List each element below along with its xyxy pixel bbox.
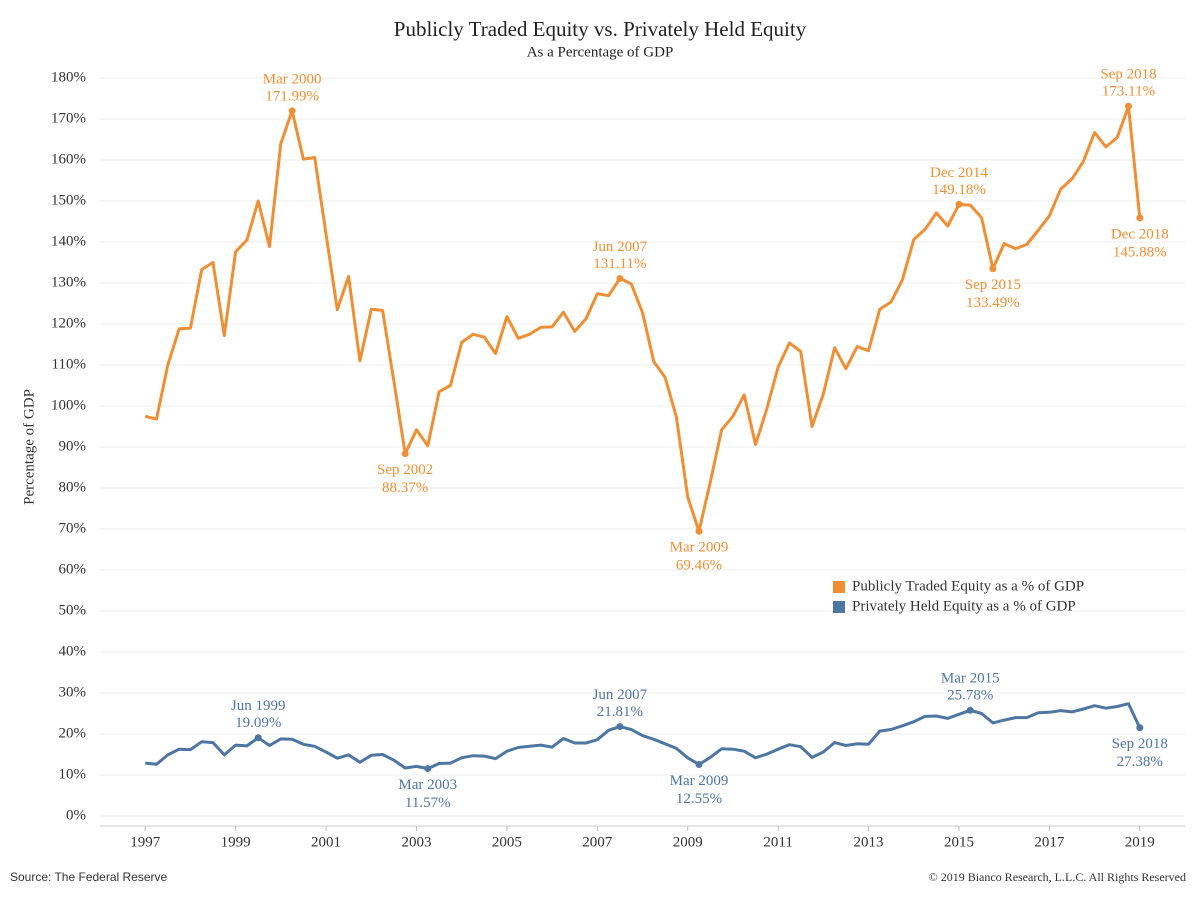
point-date-label: Mar 2000	[263, 71, 322, 87]
point-date-label: Mar 2009	[670, 540, 729, 556]
legend-swatch	[833, 601, 845, 613]
y-tick-label: 40%	[59, 643, 87, 659]
value-label: 173.11%	[1102, 84, 1155, 100]
value-label: 171.99%	[265, 88, 319, 104]
x-tick-label: 1999	[221, 834, 251, 850]
point-marker	[616, 723, 624, 731]
point-marker	[989, 265, 997, 273]
y-tick-label: 10%	[59, 766, 87, 782]
point-marker	[1136, 724, 1144, 732]
y-tick-label: 0%	[66, 807, 86, 823]
point-date-label: Dec 2014	[930, 165, 988, 181]
y-tick-label: 160%	[51, 151, 86, 167]
y-tick-label: 150%	[51, 192, 86, 208]
point-marker	[955, 200, 963, 208]
legend-label: Privately Held Equity as a % of GDP	[852, 598, 1076, 614]
series-line	[145, 702, 1142, 771]
x-tick-label: 2009	[673, 834, 703, 850]
x-tick-label: 2013	[854, 834, 884, 850]
copyright: © 2019 Bianco Research, L.L.C. All Right…	[929, 870, 1186, 884]
y-tick-label: 110%	[52, 356, 86, 372]
value-label: 27.38%	[1117, 754, 1163, 770]
point-date-label: Sep 2002	[377, 462, 433, 478]
point-date-label: Sep 2018	[1100, 67, 1156, 83]
x-tick-label: 2003	[401, 834, 431, 850]
series-line	[144, 104, 1142, 533]
y-tick-label: 30%	[59, 684, 87, 700]
y-tick-label: 180%	[51, 69, 86, 85]
y-tick-label: 80%	[59, 479, 87, 495]
y-tick-label: 170%	[51, 110, 86, 126]
value-label: 133.49%	[966, 295, 1020, 311]
point-marker	[401, 450, 409, 458]
x-tick-label: 1997	[130, 834, 161, 850]
point-date-label: Jun 1999	[231, 698, 286, 714]
value-label: 11.57%	[405, 795, 451, 811]
chart-title: Publicly Traded Equity vs. Privately Hel…	[394, 17, 807, 41]
x-tick-label: 2011	[763, 834, 792, 850]
point-date-label: Jun 2007	[593, 239, 648, 255]
y-tick-label: 50%	[59, 602, 87, 618]
y-tick-label: 20%	[59, 725, 87, 741]
point-marker	[1136, 214, 1144, 222]
x-tick-label: 2019	[1125, 834, 1155, 850]
legend-swatch	[833, 581, 845, 593]
y-tick-label: 60%	[59, 561, 87, 577]
value-label: 69.46%	[676, 558, 722, 574]
point-marker	[1124, 102, 1132, 110]
value-label: 131.11%	[593, 256, 646, 272]
value-label: 25.78%	[947, 688, 993, 704]
y-tick-label: 90%	[59, 438, 87, 454]
point-date-label: Sep 2018	[1112, 736, 1168, 752]
point-marker	[424, 765, 432, 773]
x-tick-label: 2017	[1034, 834, 1065, 850]
point-marker	[695, 527, 703, 535]
y-tick-label: 140%	[51, 233, 86, 249]
x-tick-label: 2005	[492, 834, 522, 850]
x-tick-label: 2007	[582, 834, 613, 850]
point-date-label: Mar 2009	[670, 773, 729, 789]
y-tick-label: 120%	[51, 315, 86, 331]
source: Source: The Federal Reserve	[10, 870, 168, 884]
value-label: 19.09%	[235, 715, 281, 731]
point-marker	[966, 706, 974, 714]
value-label: 149.18%	[932, 182, 986, 198]
y-axis-label: Percentage of GDP	[21, 389, 37, 505]
point-marker	[288, 107, 296, 115]
point-marker	[254, 734, 262, 742]
legend-label: Publicly Traded Equity as a % of GDP	[852, 578, 1084, 594]
value-label: 145.88%	[1113, 244, 1167, 260]
value-label: 88.37%	[382, 480, 428, 496]
point-date-label: Mar 2003	[398, 777, 457, 793]
y-tick-label: 100%	[51, 397, 86, 413]
x-tick-label: 2015	[944, 834, 974, 850]
chart-subtitle: As a Percentage of GDP	[527, 44, 674, 60]
point-marker	[695, 761, 703, 769]
value-label: 21.81%	[597, 704, 643, 720]
point-date-label: Jun 2007	[593, 687, 648, 703]
point-date-label: Mar 2015	[941, 671, 1000, 687]
point-date-label: Dec 2018	[1111, 226, 1169, 242]
y-tick-label: 70%	[59, 520, 87, 536]
y-tick-label: 130%	[51, 274, 86, 290]
point-date-label: Sep 2015	[965, 277, 1021, 293]
point-marker	[616, 274, 624, 282]
x-tick-label: 2001	[311, 834, 341, 850]
value-label: 12.55%	[676, 791, 722, 807]
